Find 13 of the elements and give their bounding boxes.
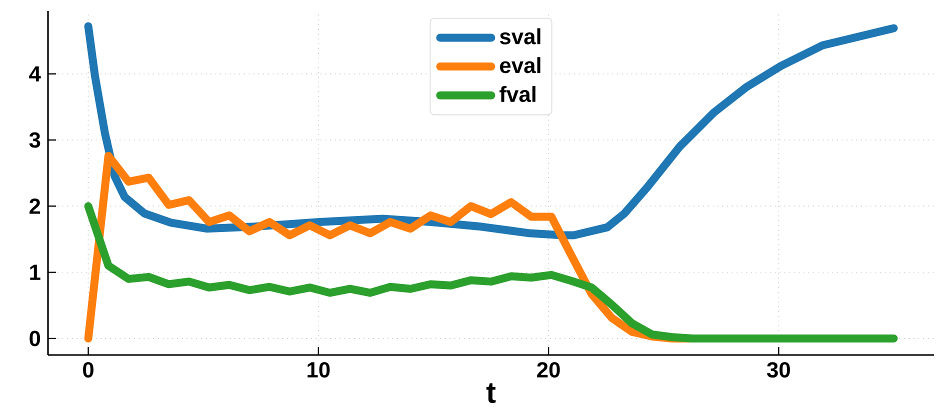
y-tick-label: 3 xyxy=(29,132,40,148)
x-tick-label: 0 xyxy=(83,362,94,378)
x-tick-label: 20 xyxy=(537,362,560,378)
legend-label: sval xyxy=(500,28,540,44)
legend-label: eval xyxy=(500,57,540,74)
x-axis-title: t xyxy=(486,383,496,404)
y-tick-label: 2 xyxy=(30,198,40,214)
legend-label: fval xyxy=(500,86,536,102)
x-tick-label: 10 xyxy=(308,362,330,378)
x-tick-label: 30 xyxy=(766,362,790,378)
y-tick-label: 1 xyxy=(30,264,40,280)
y-tick-label: 0 xyxy=(30,330,40,346)
y-tick-label: 4 xyxy=(29,66,41,82)
